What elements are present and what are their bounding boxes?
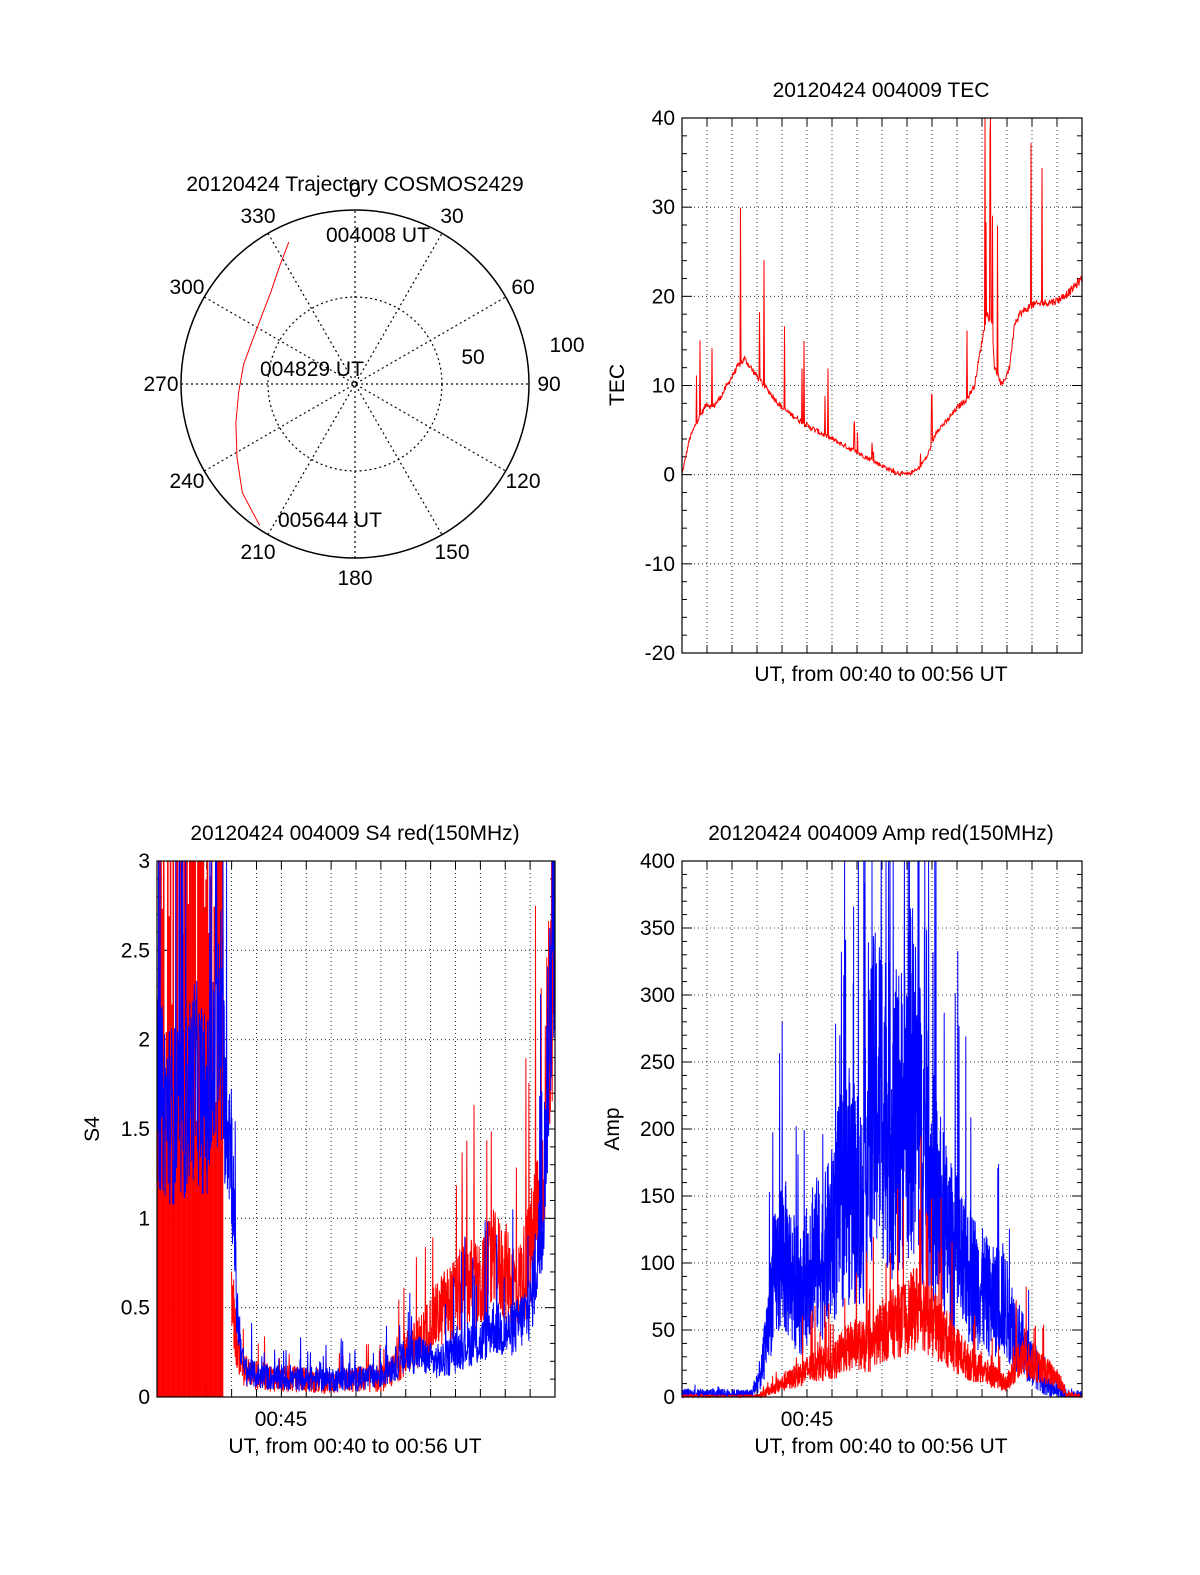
amp-series [681, 860, 1083, 1399]
s4-ylabel: S4 [81, 1116, 104, 1142]
tec-ytick-label: 0 [663, 464, 675, 487]
s4-ytick-label: 2 [138, 1029, 150, 1052]
polar-azimuth-label: 330 [240, 205, 275, 228]
polar-azimuth-label: 240 [169, 470, 204, 493]
polar-time-label-start: 004008 UT [326, 224, 430, 247]
tec-xlabel: UT, from 00:40 to 00:56 UT [754, 663, 1007, 686]
polar-radius-label-100: 100 [549, 334, 584, 357]
amp-ytick-label: 350 [640, 917, 675, 940]
tec-ytick-label: 10 [652, 375, 675, 398]
tec-ytick-label: -20 [645, 642, 675, 665]
amp-ytick-label: 300 [640, 984, 675, 1007]
amp-red-series-line [681, 1136, 1083, 1399]
s4-ytick-label: 0 [138, 1386, 150, 1409]
s4-ytick-labels: 0 0.5 1 1.5 2 2.5 3 [121, 850, 150, 1409]
polar-spoke [204, 296, 506, 472]
tec-plot-frame [681, 117, 1083, 654]
amp-title: 20120424 004009 Amp red(150MHz) [708, 822, 1054, 845]
tec-title: 20120424 004009 TEC [773, 79, 990, 102]
polar-radius-label-50: 50 [461, 346, 484, 369]
tec-ticks [682, 117, 1082, 654]
s4-series [156, 860, 556, 1395]
amp-ytick-labels: 0 50 100 150 200 250 300 350 400 [640, 850, 675, 1409]
amp-ytick-label: 50 [652, 1319, 675, 1342]
polar-inner-circle [267, 296, 443, 472]
s4-xlabel: UT, from 00:40 to 00:56 UT [228, 1435, 481, 1458]
s4-ytick-label: 0.5 [121, 1297, 150, 1320]
amp-ytick-label: 250 [640, 1051, 675, 1074]
polar-time-label-end: 005644 UT [278, 509, 382, 532]
s4-ytick-label: 1.5 [121, 1118, 150, 1141]
polar-title: 20120424 Trajectory COSMOS2429 [186, 173, 523, 196]
amp-xlabel: UT, from 00:40 to 00:56 UT [754, 1435, 1007, 1458]
polar-azimuth-label: 0 [349, 179, 361, 202]
polar-azimuth-label: 180 [337, 567, 372, 590]
polar-azimuth-label: 30 [440, 205, 463, 228]
amp-ylabel: Amp [601, 1107, 624, 1150]
tec-ytick-label: 20 [652, 285, 675, 308]
tec-ytick-label: 30 [652, 196, 675, 219]
tec-ytick-labels: -20 -10 0 10 20 30 40 [645, 107, 675, 665]
polar-azimuth-label: 150 [434, 541, 469, 564]
amp-xtick-label: 00:45 [781, 1408, 834, 1431]
polar-azimuth-label: 300 [169, 276, 204, 299]
polar-azimuth-label: 90 [537, 373, 560, 396]
polar-time-label-mid: 004829 UT [260, 358, 364, 381]
s4-ytick-label: 1 [138, 1207, 150, 1230]
amp-plot-frame [681, 860, 1083, 1398]
polar-trajectory-line [235, 241, 290, 526]
polar-spoke [267, 233, 443, 535]
amp-ytick-label: 400 [640, 850, 675, 873]
polar-azimuth-label: 60 [511, 276, 534, 299]
tec-series-line [681, 117, 1083, 478]
polar-spokes [181, 210, 529, 558]
polar-trajectory-panel: 20120424 Trajectory COSMOS2429 0 30 60 90 12… [143, 173, 584, 590]
amp-ytick-label: 150 [640, 1185, 675, 1208]
s4-plot-frame [156, 860, 556, 1398]
s4-panel: 20120424 004009 S4 red(150MHz) 0 0.5 1 1.5 2… [81, 822, 556, 1458]
s4-xtick-label: 00:45 [255, 1408, 308, 1431]
polar-azimuth-label: 210 [240, 541, 275, 564]
tec-ylabel: TEC [606, 364, 629, 406]
amp-ytick-label: 100 [640, 1252, 675, 1275]
s4-ytick-label: 2.5 [121, 939, 150, 962]
s4-red-series-line [231, 860, 555, 1395]
polar-spoke [204, 296, 506, 472]
polar-azimuth-label: 270 [143, 373, 178, 396]
s4-ytick-label: 3 [138, 850, 150, 873]
s4-title: 20120424 004009 S4 red(150MHz) [190, 822, 519, 845]
polar-azimuth-labels: 0 30 60 90 120 150 180 210 240 270 300 330 [143, 179, 560, 590]
amp-ytick-label: 0 [663, 1386, 675, 1409]
polar-azimuth-label: 120 [505, 470, 540, 493]
amp-panel: 20120424 004009 Amp red(150MHz) 0 50 100 15… [601, 822, 1083, 1458]
s4-blue-series-line [156, 860, 556, 1392]
tec-ytick-label: 40 [652, 107, 675, 130]
polar-spoke [267, 233, 443, 535]
tec-ytick-label: -10 [645, 553, 675, 576]
amp-ytick-label: 200 [640, 1118, 675, 1141]
tec-series [681, 117, 1083, 478]
tec-grid [682, 118, 1082, 653]
